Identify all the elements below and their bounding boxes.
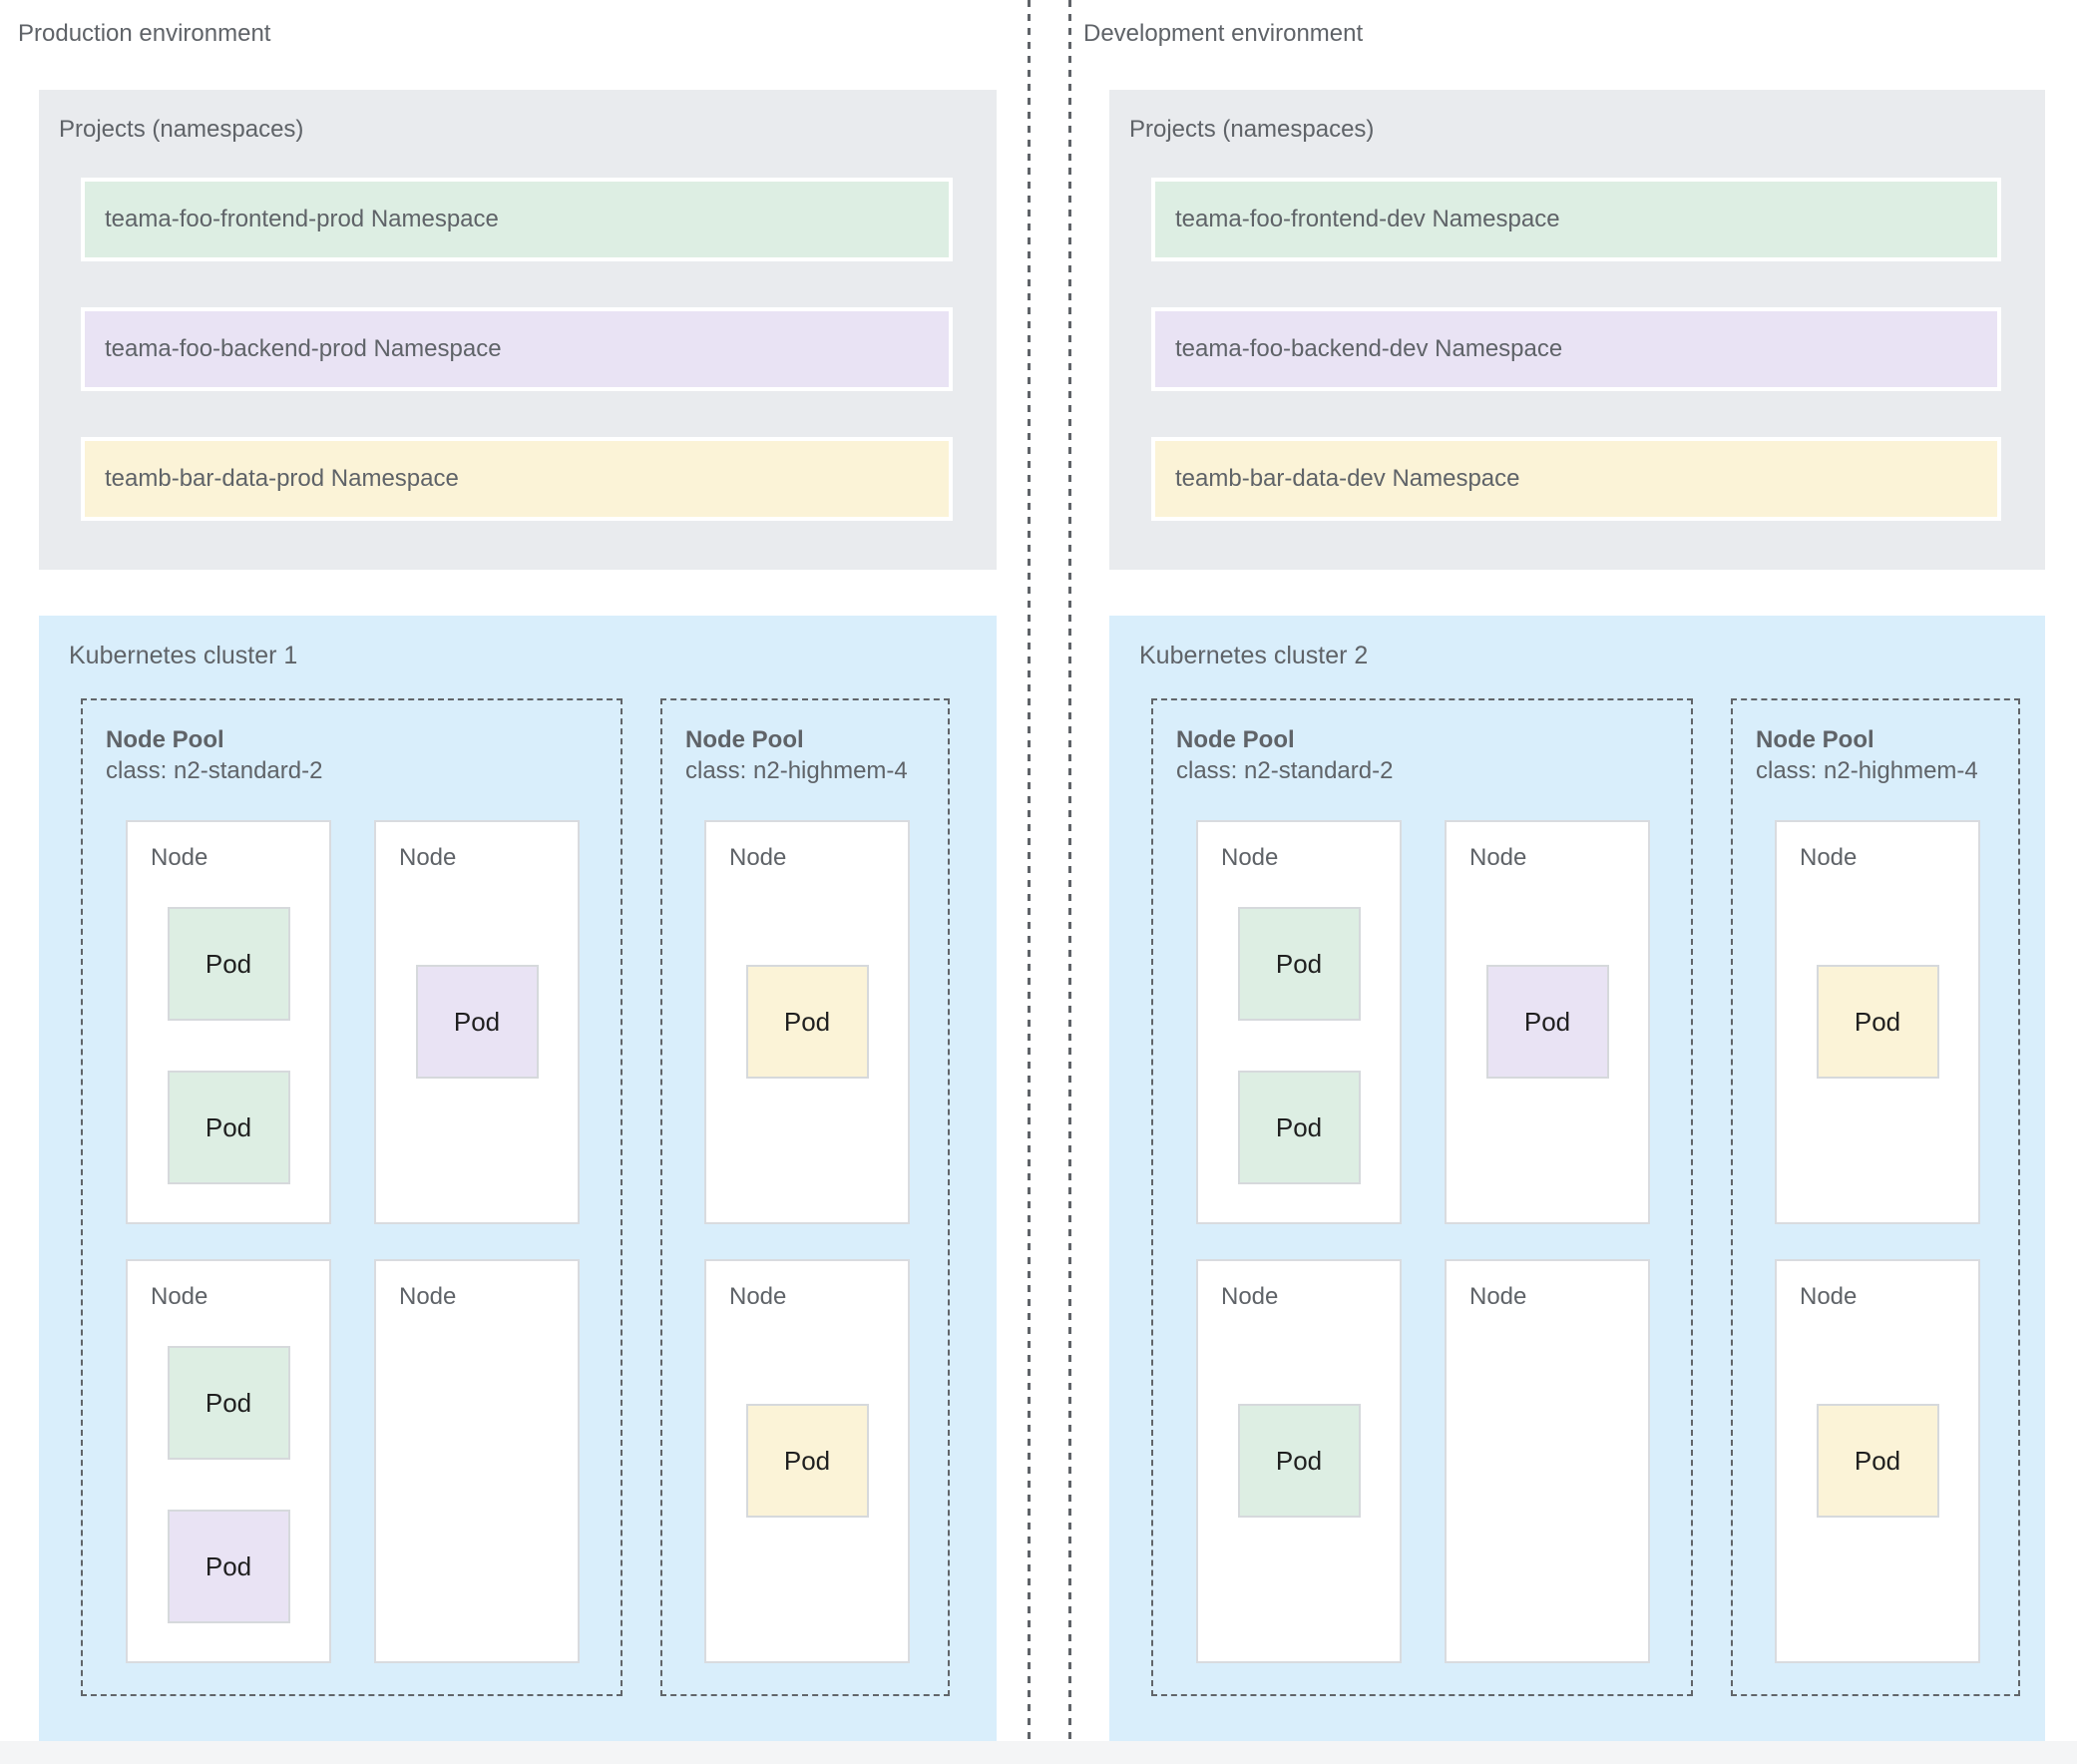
pod-list: Pod Pod	[1198, 822, 1400, 1222]
node: Node Pod Pod	[1196, 820, 1402, 1224]
node-pool-class: class: n2-highmem-4	[1756, 757, 1978, 784]
node-pool-title-block: Node Pool class: n2-highmem-4	[1756, 724, 1978, 786]
namespace-bar-frontend-dev: teama-foo-frontend-dev Namespace	[1151, 178, 2001, 261]
node-grid: Node Pod Node Pod	[704, 820, 910, 1663]
node: Node Pod	[704, 820, 910, 1224]
development-projects-box: Projects (namespaces) teama-foo-frontend…	[1109, 90, 2045, 570]
node-pool-class: class: n2-highmem-4	[685, 757, 908, 784]
pod: Pod	[167, 1510, 290, 1623]
pod: Pod	[1485, 965, 1609, 1079]
cluster-title: Kubernetes cluster 2	[1139, 642, 1369, 669]
cluster1-node-pool-highmem: Node Pool class: n2-highmem-4 Node Pod N…	[660, 698, 950, 1696]
node: Node Pod	[1775, 820, 1980, 1224]
pod-list: Pod	[1447, 822, 1648, 1222]
node-pool-title: Node Pool	[1176, 726, 1295, 753]
cluster2-node-pool-highmem: Node Pool class: n2-highmem-4 Node Pod N…	[1731, 698, 2020, 1696]
pod: Pod	[1237, 1071, 1361, 1184]
node: Node Pod Pod	[126, 820, 331, 1224]
node-empty: Node	[1445, 1259, 1650, 1663]
pod: Pod	[167, 1071, 290, 1184]
kubernetes-cluster-2-box: Kubernetes cluster 2 Node Pool class: n2…	[1109, 616, 2045, 1741]
node: Node Pod Pod	[126, 1259, 331, 1663]
node: Node Pod	[704, 1259, 910, 1663]
node-pool-title-block: Node Pool class: n2-standard-2	[1176, 724, 1393, 786]
pod-list: Pod Pod	[128, 1261, 329, 1661]
namespace-bar-data-prod: teamb-bar-data-prod Namespace	[81, 437, 953, 521]
environment-divider-line-left	[1028, 0, 1031, 1764]
development-environment-label: Development environment	[1083, 20, 1364, 47]
bottom-strip	[0, 1741, 2077, 1764]
namespace-label: teama-foo-backend-prod Namespace	[105, 335, 502, 362]
namespace-label: teama-foo-frontend-prod Namespace	[105, 206, 499, 232]
node-pool-title-block: Node Pool class: n2-standard-2	[106, 724, 322, 786]
node-pool-class: class: n2-standard-2	[1176, 757, 1394, 784]
pod-list: Pod	[1777, 1261, 1978, 1661]
node-pool-class: class: n2-standard-2	[106, 757, 323, 784]
pod: Pod	[1237, 907, 1361, 1021]
cluster-title: Kubernetes cluster 1	[69, 642, 298, 669]
namespace-bar-backend-dev: teama-foo-backend-dev Namespace	[1151, 307, 2001, 391]
node: Node Pod	[1775, 1259, 1980, 1663]
projects-title: Projects (namespaces)	[1129, 116, 1375, 143]
production-projects-box: Projects (namespaces) teama-foo-frontend…	[39, 90, 997, 570]
node-grid: Node Pod Node Pod	[1775, 820, 1980, 1663]
pod: Pod	[167, 907, 290, 1021]
node-grid: Node Pod Pod Node Pod Node Pod Node	[1196, 820, 1650, 1663]
pod: Pod	[415, 965, 539, 1079]
pod-list: Pod	[706, 822, 908, 1222]
pod-list: Pod	[376, 822, 578, 1222]
pod: Pod	[745, 1404, 869, 1518]
projects-title: Projects (namespaces)	[59, 116, 304, 143]
node: Node Pod	[1196, 1259, 1402, 1663]
cluster2-node-pool-standard: Node Pool class: n2-standard-2 Node Pod …	[1151, 698, 1693, 1696]
node-pool-title-block: Node Pool class: n2-highmem-4	[685, 724, 908, 786]
namespace-bar-frontend-prod: teama-foo-frontend-prod Namespace	[81, 178, 953, 261]
node: Node Pod	[374, 820, 580, 1224]
node-pool-title: Node Pool	[106, 726, 224, 753]
namespace-label: teamb-bar-data-prod Namespace	[105, 465, 459, 492]
pod: Pod	[745, 965, 869, 1079]
namespace-bar-backend-prod: teama-foo-backend-prod Namespace	[81, 307, 953, 391]
namespace-label: teama-foo-frontend-dev Namespace	[1175, 206, 1560, 232]
namespace-label: teama-foo-backend-dev Namespace	[1175, 335, 1563, 362]
kubernetes-cluster-1-box: Kubernetes cluster 1 Node Pool class: n2…	[39, 616, 997, 1741]
environment-divider-line-right	[1068, 0, 1071, 1764]
node-pool-title: Node Pool	[685, 726, 804, 753]
node-pool-title: Node Pool	[1756, 726, 1874, 753]
namespace-bar-data-dev: teamb-bar-data-dev Namespace	[1151, 437, 2001, 521]
pod-list: Pod	[706, 1261, 908, 1661]
production-environment-label: Production environment	[18, 20, 271, 47]
pod-list: Pod Pod	[128, 822, 329, 1222]
pod: Pod	[1816, 1404, 1939, 1518]
pod: Pod	[167, 1346, 290, 1460]
pod: Pod	[1237, 1404, 1361, 1518]
node-empty: Node	[374, 1259, 580, 1663]
cluster1-node-pool-standard: Node Pool class: n2-standard-2 Node Pod …	[81, 698, 623, 1696]
namespace-label: teamb-bar-data-dev Namespace	[1175, 465, 1520, 492]
node-grid: Node Pod Pod Node Pod Node Pod Pod	[126, 820, 580, 1663]
pod: Pod	[1816, 965, 1939, 1079]
pod-list: Pod	[1198, 1261, 1400, 1661]
node: Node Pod	[1445, 820, 1650, 1224]
pod-list: Pod	[1777, 822, 1978, 1222]
